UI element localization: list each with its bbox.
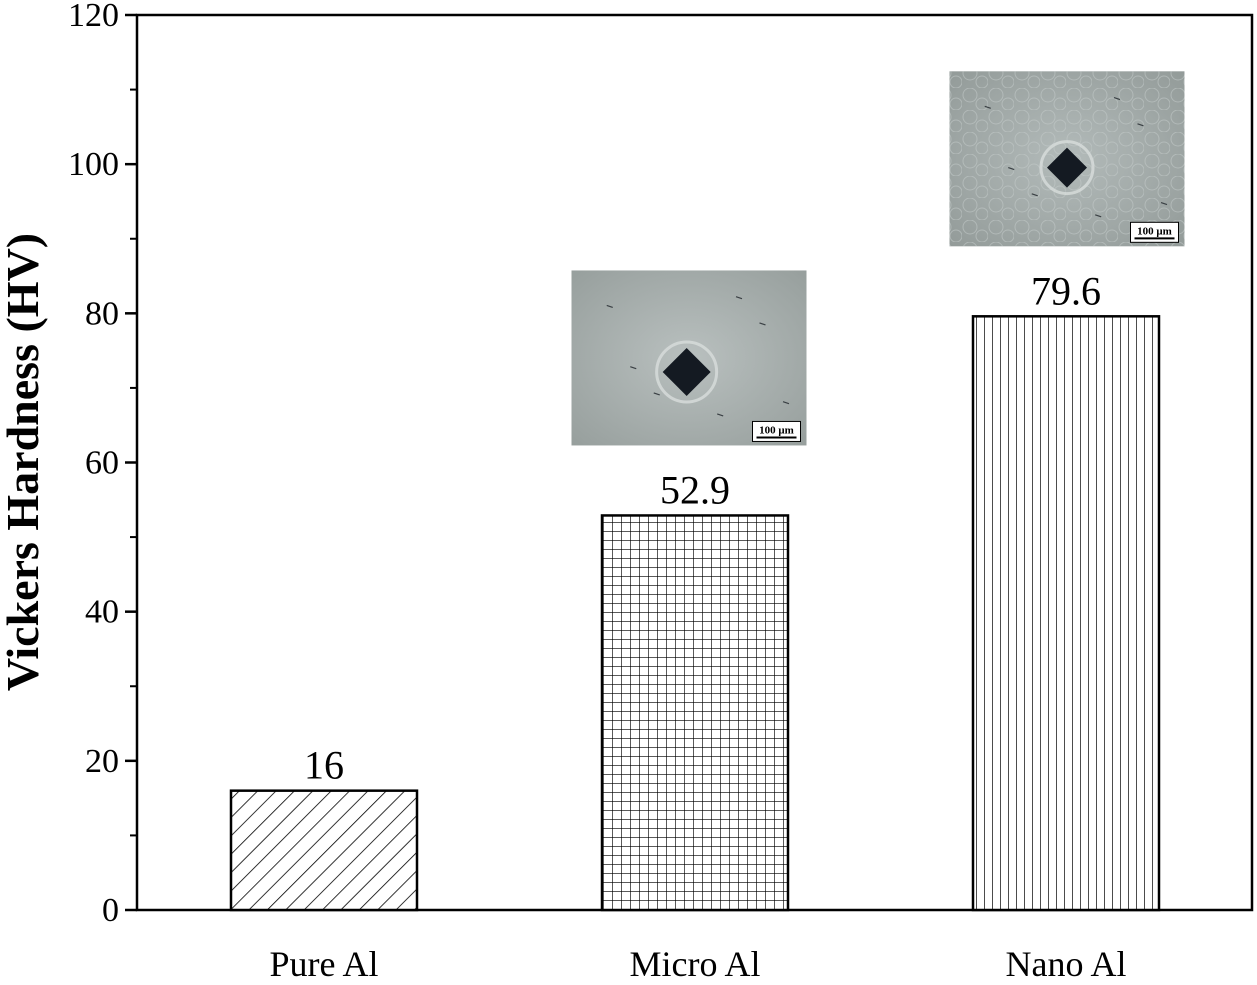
micrograph-speck (984, 105, 991, 109)
data-label-micro-al: 52.9 (660, 467, 730, 512)
data-label-pure-al: 16 (304, 743, 344, 788)
y-tick-label: 40 (85, 594, 119, 631)
micrograph-speck (1137, 123, 1144, 127)
y-axis-label: Vickers Hardness (HV) (0, 233, 48, 691)
micrograph-speck (735, 296, 743, 300)
micrograph-speck (1095, 214, 1102, 218)
micrograph-inset-nano-al: 100 μm (949, 71, 1185, 247)
x-axis-category-labels: Pure Al Micro Al Nano Al (269, 944, 1127, 984)
y-axis-tick-labels: 0 20 40 60 80 100 120 (68, 0, 119, 929)
bar-pure-al (229, 789, 419, 912)
micrograph-speck (630, 366, 637, 370)
y-tick-label: 20 (85, 743, 119, 780)
y-axis-ticks (125, 13, 137, 912)
vickers-indent-icon (662, 347, 711, 396)
micrograph-speck (1160, 201, 1168, 206)
micrograph-insets: 100 μm 100 μm (571, 71, 1185, 446)
micrograph-speck (1031, 193, 1038, 197)
y-tick-label: 60 (85, 445, 119, 482)
micrograph-speck (759, 322, 766, 326)
category-label-micro-al: Micro Al (630, 944, 761, 980)
scale-bar-label: 100 μm (1137, 225, 1172, 237)
micrograph-speck (782, 401, 790, 405)
micrograph-speck (717, 413, 724, 417)
data-label-nano-al: 79.6 (1031, 268, 1101, 313)
vickers-indent-icon (1047, 147, 1087, 188)
micrograph-speck (1113, 96, 1121, 101)
category-label-pure-al: Pure Al (269, 944, 378, 980)
bar-micro-al (600, 514, 790, 912)
indent-halo (655, 340, 719, 404)
micrograph-speck (1008, 166, 1015, 171)
y-tick-label: 80 (85, 295, 119, 332)
indent-halo (1039, 140, 1095, 196)
y-tick-label: 0 (102, 892, 119, 929)
bars (229, 315, 1161, 912)
bar-nano-al (971, 315, 1161, 912)
category-label-nano-al: Nano Al (1006, 944, 1127, 980)
scale-bar-label: 100 μm (759, 424, 794, 436)
micrograph-speck (606, 304, 613, 309)
micrograph-speck (653, 392, 660, 396)
micrograph-inset-micro-al: 100 μm (571, 270, 807, 446)
y-tick-label: 120 (68, 0, 119, 34)
y-tick-label: 100 (68, 146, 119, 183)
data-labels: 16 52.9 79.6 (304, 268, 1101, 787)
